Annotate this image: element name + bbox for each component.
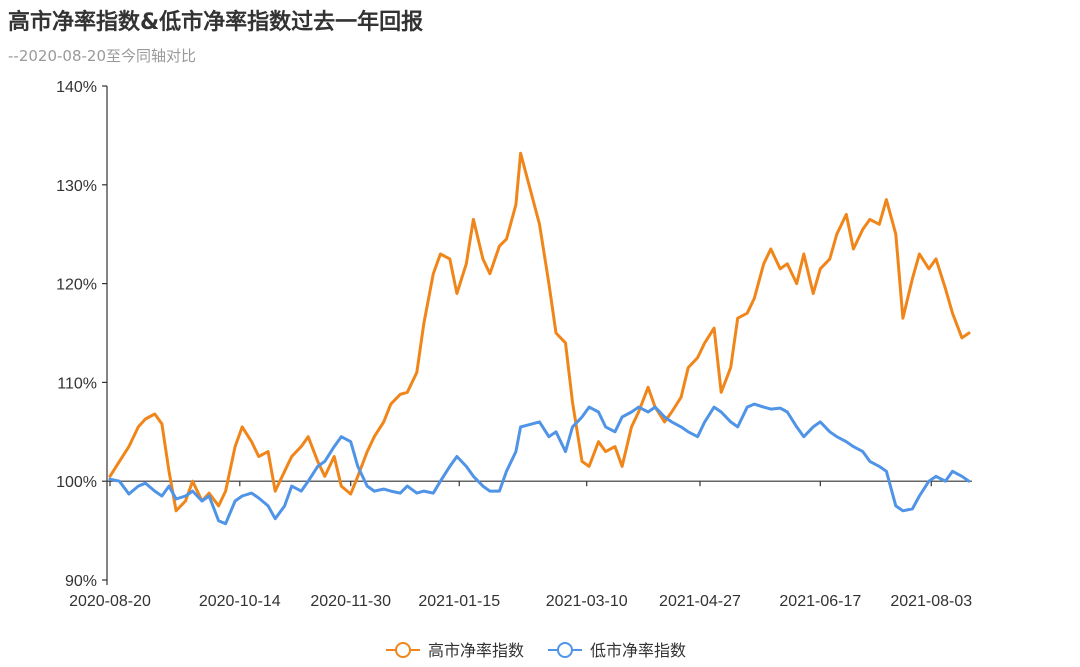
series-layer [108,151,971,526]
series-line-1[interactable] [108,402,971,526]
y-tick-label: 120% [56,277,97,294]
x-tick-label: 2021-04-27 [659,593,741,610]
y-tick-label: 100% [56,474,97,491]
legend-marker-icon [395,642,411,658]
series-line-0[interactable] [108,151,971,513]
legend-label: 低市净率指数 [590,641,686,660]
x-tick-label: 2020-11-30 [310,593,391,610]
legend-marker-icon [557,642,573,658]
x-tick-label: 2021-03-10 [546,593,628,610]
chart-subtitle: --2020-08-20至今同轴对比 [8,47,196,65]
x-tick-label: 2020-10-14 [199,593,281,610]
x-tick-label: 2021-06-17 [779,593,861,610]
y-tick-label: 110% [57,375,97,392]
x-tick-label: 2021-08-03 [890,593,972,610]
legend-item-1[interactable]: 低市净率指数 [548,641,686,660]
legend-item-0[interactable]: 高市净率指数 [386,641,524,660]
y-tick-label: 90% [65,573,97,590]
chart-axes: 90% 100% 110% 120% 130% 140% 2020-08-20 2020-10… [56,79,972,610]
y-tick-label: 130% [56,178,97,195]
chart-title: 高市净率指数&低市净率指数过去一年回报 [8,10,424,35]
x-tick-label: 2021-01-15 [418,593,500,610]
y-tick-label: 140% [56,79,97,96]
chart-legend[interactable]: 高市净率指数 低市净率指数 [386,641,686,660]
legend-label: 高市净率指数 [428,641,524,660]
x-tick-label: 2020-08-20 [69,593,151,610]
